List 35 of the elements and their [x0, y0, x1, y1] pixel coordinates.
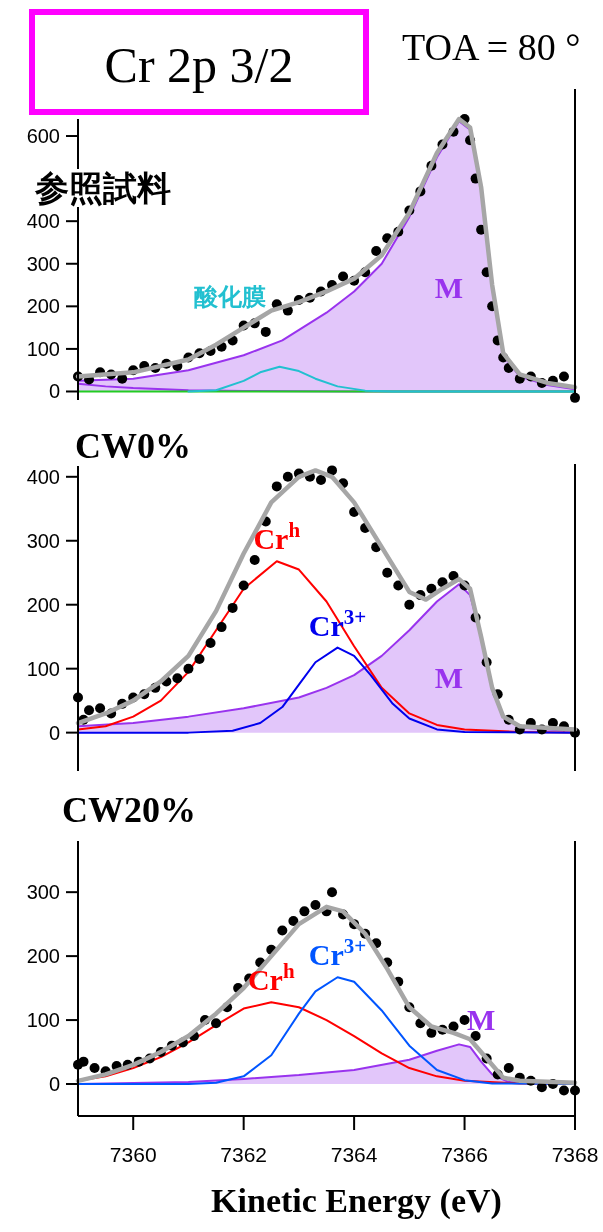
- series-label: Cr$^{h}$: [253, 518, 301, 556]
- chart-subtitle: CW20%: [62, 790, 196, 830]
- series-label: M: [434, 661, 464, 695]
- series-label: Cr$^{h}$: [247, 959, 295, 997]
- y-tick-label: 600: [26, 125, 60, 148]
- x-tick-label: 7366: [441, 1143, 488, 1166]
- y-tick-label: 0: [48, 721, 60, 744]
- chart-subtitle: CW0%: [75, 426, 191, 466]
- y-tick-label: 100: [26, 657, 60, 680]
- y-tick-label: 300: [26, 529, 60, 552]
- series-label: M: [434, 271, 464, 305]
- x-tick-label: 7362: [220, 1143, 268, 1166]
- x-tick-label: 7368: [551, 1143, 599, 1166]
- y-tick-label: 100: [26, 1009, 60, 1032]
- y-tick-label: 300: [26, 881, 60, 904]
- series-label: Cr$^{3+}$: [308, 604, 367, 642]
- y-tick-label: 200: [26, 295, 60, 318]
- x-axis-title: Kinetic Energy (eV): [211, 1182, 502, 1220]
- text: TOA = 80 °: [402, 26, 581, 68]
- text: 参照試料: [34, 169, 171, 207]
- x-tick-label: 7360: [109, 1143, 157, 1166]
- title-box: Cr 2p 3/2: [29, 9, 369, 115]
- y-tick-label: 300: [26, 252, 60, 275]
- series-label: M: [467, 1003, 496, 1037]
- series-label: Cr$^{3+}$: [308, 934, 367, 972]
- y-tick-label: 0: [48, 1073, 60, 1096]
- y-tick-label: 100: [26, 337, 60, 360]
- x-tick-label: 7364: [330, 1143, 378, 1166]
- text: 酸化膜: [193, 282, 266, 310]
- y-tick-label: 400: [26, 210, 60, 233]
- chart-title: Cr 2p 3/2: [104, 37, 294, 93]
- y-tick-label: 0: [48, 380, 60, 403]
- y-tick-label: 200: [26, 593, 60, 616]
- y-tick-label: 400: [26, 465, 60, 488]
- y-tick-label: 200: [26, 945, 60, 968]
